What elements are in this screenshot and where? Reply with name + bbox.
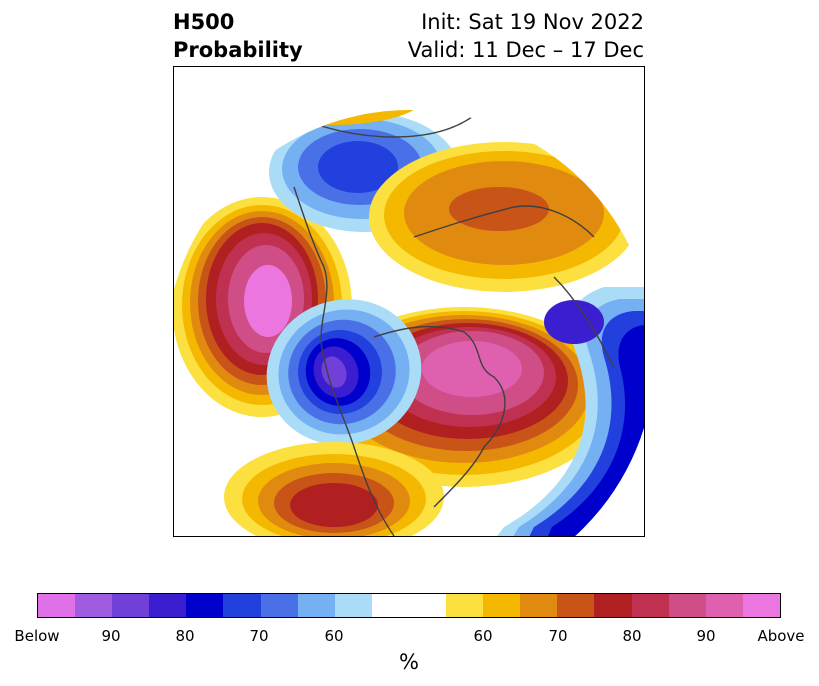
plot-title-right: Init: Sat 19 Nov 2022 Valid: 11 Dec – 17… xyxy=(408,8,644,64)
colorbar-segment xyxy=(483,594,521,617)
colorbar-segment xyxy=(75,594,113,617)
cb-tick-label: 70 xyxy=(548,627,568,645)
cb-tick-label: 90 xyxy=(696,627,716,645)
cb-tick-label: 80 xyxy=(622,627,642,645)
colorbar-segment xyxy=(668,594,706,617)
map-panel xyxy=(173,66,645,537)
cb-tick-label: Below xyxy=(14,627,60,645)
colorbar-segment xyxy=(594,594,632,617)
cb-tick-label: 60 xyxy=(324,627,344,645)
title-variable: H500 xyxy=(173,10,235,34)
cb-tick-label: Above xyxy=(757,627,805,645)
cb-tick-label: 90 xyxy=(101,627,121,645)
colorbar-segment xyxy=(186,594,224,617)
colorbar-segment xyxy=(371,594,409,617)
init-date: Init: Sat 19 Nov 2022 xyxy=(421,10,644,34)
plot-title-left: H500 Probability xyxy=(173,8,303,64)
colorbar-segment xyxy=(38,594,76,617)
colorbar-segment xyxy=(223,594,261,617)
colorbar-segment xyxy=(112,594,150,617)
cb-tick-label: 70 xyxy=(249,627,269,645)
colorbar-segment xyxy=(297,594,335,617)
colorbar-segment xyxy=(520,594,558,617)
colorbar-segment xyxy=(446,594,484,617)
colorbar-segment xyxy=(631,594,669,617)
colorbar-segment xyxy=(260,594,298,617)
title-field: Probability xyxy=(173,38,303,62)
cb-tick-label: 80 xyxy=(175,627,195,645)
valid-range: Valid: 11 Dec – 17 Dec xyxy=(407,38,644,62)
colorbar xyxy=(37,593,781,618)
colorbar-segment xyxy=(149,594,187,617)
cb-tick-label: 60 xyxy=(473,627,493,645)
colorbar-segment xyxy=(705,594,743,617)
colorbar-segment xyxy=(408,594,447,617)
colorbar-segment xyxy=(334,594,372,617)
colorbar-unit-label: % xyxy=(399,650,419,674)
anomaly-below-western-north-america xyxy=(266,299,422,445)
anomaly-above-southern-us xyxy=(224,442,444,536)
probability-map xyxy=(174,110,644,536)
colorbar-segment xyxy=(557,594,595,617)
colorbar-segment xyxy=(742,594,780,617)
